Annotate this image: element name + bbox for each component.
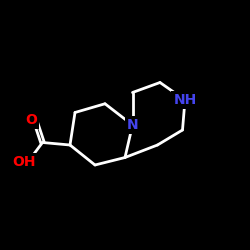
Text: O: O xyxy=(25,113,37,127)
Text: NH: NH xyxy=(174,93,197,107)
Text: OH: OH xyxy=(12,156,36,170)
Text: N: N xyxy=(127,118,138,132)
